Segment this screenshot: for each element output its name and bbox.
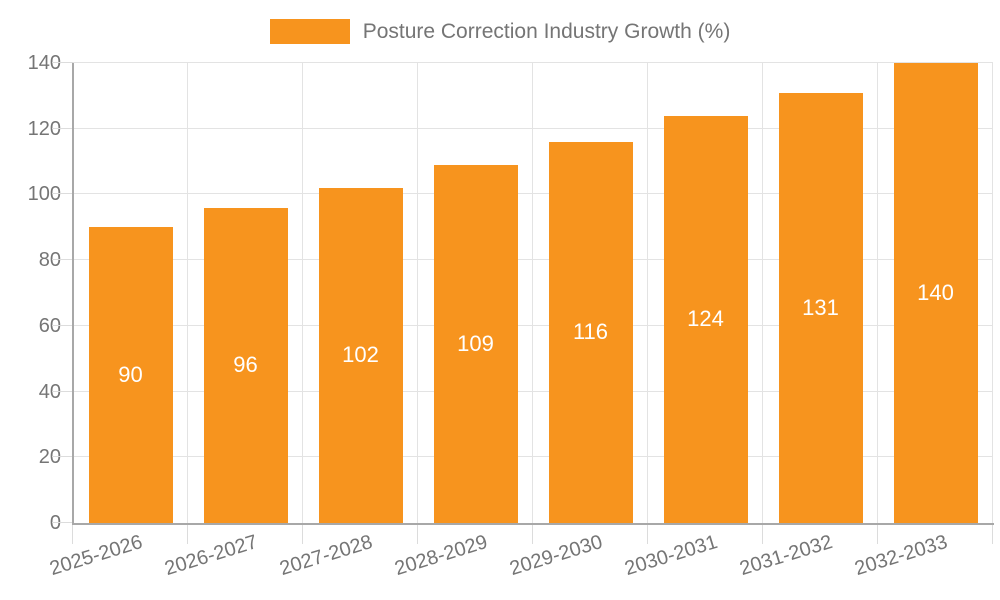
y-tick-label: 20 xyxy=(38,446,61,469)
bar-value-label: 116 xyxy=(572,319,609,345)
y-axis-labels: 0 20 40 60 80 100 120 140 xyxy=(0,0,61,600)
y-tick-label: 100 xyxy=(27,183,61,206)
x-tick-label: 2028-2029 xyxy=(392,531,490,581)
y-axis-tick xyxy=(52,456,73,458)
x-tick-label: 2027-2028 xyxy=(277,531,375,581)
bar: 90 xyxy=(88,227,173,523)
vertical-gridline xyxy=(762,63,763,523)
horizontal-gridline xyxy=(73,324,993,326)
vertical-gridline xyxy=(187,63,188,523)
y-axis-tick xyxy=(52,522,73,523)
vertical-gridline xyxy=(532,63,533,523)
y-tick-label: 140 xyxy=(27,52,61,74)
plot-area: 90 96 102 109 116 124 131 140 xyxy=(52,62,994,544)
bar-value-label: 109 xyxy=(457,330,494,356)
y-tick-label: 80 xyxy=(38,249,61,272)
x-axis-tick xyxy=(992,525,993,544)
legend-swatch xyxy=(269,19,350,44)
bar-value-label: 131 xyxy=(802,294,839,320)
x-axis-tick xyxy=(877,525,878,544)
horizontal-gridline xyxy=(73,127,993,129)
horizontal-gridline xyxy=(73,259,993,261)
vertical-gridline xyxy=(877,63,878,523)
y-axis-tick xyxy=(52,127,73,129)
horizontal-gridline xyxy=(73,62,993,63)
y-tick-label: 120 xyxy=(27,117,61,140)
bar: 102 xyxy=(318,187,403,523)
vertical-gridline xyxy=(417,63,418,523)
x-axis-tick xyxy=(532,525,533,544)
x-axis-tick xyxy=(302,525,303,544)
vertical-gridline xyxy=(302,63,303,523)
chart-legend: Posture Correction Industry Growth (%) xyxy=(0,19,1000,44)
vertical-gridline xyxy=(647,63,648,523)
bar-value-label: 124 xyxy=(687,306,724,332)
legend-label: Posture Correction Industry Growth (%) xyxy=(362,20,731,43)
x-axis-tick xyxy=(417,525,418,544)
x-tick-label: 2032-2033 xyxy=(852,531,950,581)
y-tick-label: 0 xyxy=(49,512,61,534)
bar-value-label: 102 xyxy=(342,342,379,368)
bar-value-label: 96 xyxy=(233,352,258,378)
y-tick-label: 40 xyxy=(38,380,61,403)
bar: 140 xyxy=(893,63,978,523)
horizontal-gridline xyxy=(73,193,993,195)
bar: 96 xyxy=(203,207,288,523)
bar: 124 xyxy=(663,115,748,523)
y-axis-tick xyxy=(52,193,73,195)
x-axis-tick xyxy=(187,525,188,544)
y-axis-tick xyxy=(52,324,73,326)
y-axis-tick xyxy=(52,259,73,261)
x-axis-tick xyxy=(72,525,73,544)
horizontal-gridline xyxy=(73,456,993,458)
x-axis-tick xyxy=(647,525,648,544)
bar-value-label: 90 xyxy=(118,362,143,388)
bar: 109 xyxy=(433,164,518,523)
bar-value-label: 140 xyxy=(917,280,954,305)
horizontal-gridline xyxy=(73,390,993,392)
y-axis-tick xyxy=(52,390,73,392)
x-tick-label: 2025-2026 xyxy=(47,531,145,581)
x-tick-label: 2029-2030 xyxy=(507,531,605,581)
y-axis-tick xyxy=(52,62,73,63)
bar: 116 xyxy=(548,141,633,523)
x-tick-label: 2026-2027 xyxy=(162,531,260,581)
y-tick-label: 60 xyxy=(38,314,61,337)
bar: 131 xyxy=(778,92,863,523)
x-tick-label: 2031-2032 xyxy=(737,531,835,581)
y-axis-line xyxy=(72,63,74,525)
x-axis-line xyxy=(72,523,994,525)
vertical-gridline xyxy=(992,63,993,523)
x-axis-tick xyxy=(762,525,763,544)
x-tick-label: 2030-2031 xyxy=(622,531,720,581)
